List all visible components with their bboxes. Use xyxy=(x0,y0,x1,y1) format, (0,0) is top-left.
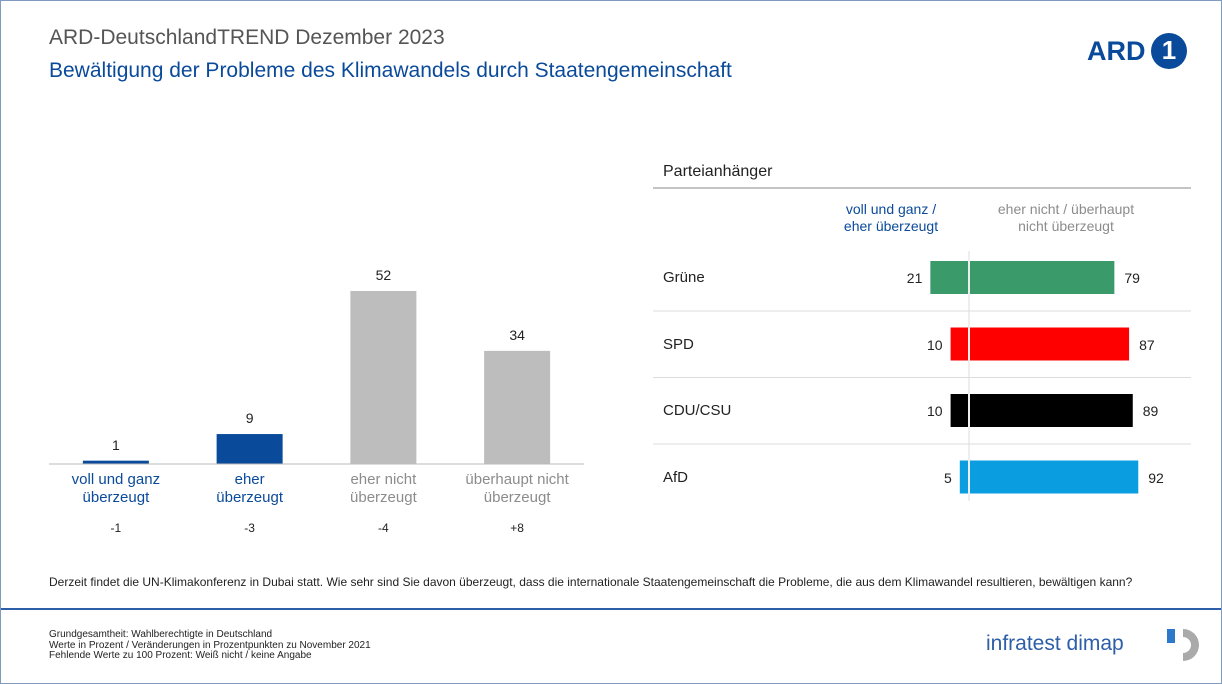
value-label: 10 xyxy=(927,403,943,419)
brand-icon xyxy=(1183,629,1199,661)
bar xyxy=(969,261,1115,294)
title: ARD-DeutschlandTREND Dezember 2023 xyxy=(49,26,445,49)
bar xyxy=(82,460,149,464)
category-label: überhaupt nicht überzeugt xyxy=(465,471,569,506)
value-label: 10 xyxy=(927,336,943,353)
row-label: AfD xyxy=(663,468,689,486)
bar xyxy=(969,327,1130,361)
bar xyxy=(959,460,969,494)
bar xyxy=(216,434,283,464)
bar xyxy=(950,327,969,361)
change-label: +8 xyxy=(510,521,524,535)
value-label: 21 xyxy=(906,270,923,286)
note: Grundgesamtheit: Wahlberechtigte in Deut… xyxy=(49,629,273,640)
logo: ARD xyxy=(1087,36,1146,66)
change-label: -1 xyxy=(110,521,122,535)
value-label: 79 xyxy=(1124,270,1140,286)
note: Werte in Prozent / Veränderungen in Proz… xyxy=(49,639,371,651)
question: Derzeit findet die UN-Klimakonferenz in … xyxy=(49,575,1133,589)
bar xyxy=(930,261,969,294)
logo-number: 1 xyxy=(1161,35,1177,65)
category-label: eher überzeugt xyxy=(216,471,283,506)
brand: infratest dimap xyxy=(986,632,1124,655)
value-label: 1 xyxy=(111,436,120,453)
value-label: 89 xyxy=(1142,403,1159,419)
logo-circle xyxy=(1151,33,1187,69)
row-label: SPD xyxy=(663,335,694,353)
category-label: voll und ganz überzeugt xyxy=(71,471,161,506)
bar xyxy=(350,290,417,464)
column-header: eher nicht / überhaupt nicht überzeugt xyxy=(997,201,1135,234)
subtitle: Bewältigung der Probleme des Klimawandel… xyxy=(49,59,732,82)
column-header: voll und ganz / eher überzeugt xyxy=(843,201,939,234)
value-label: 5 xyxy=(944,469,952,486)
footer-notes: Grundgesamtheit: Wahlberechtigte in Deut… xyxy=(49,629,371,662)
bar xyxy=(969,460,1139,494)
change-label: -4 xyxy=(378,521,389,535)
value-label: 9 xyxy=(245,410,254,427)
row-label: Grüne xyxy=(663,269,705,286)
bar xyxy=(950,394,969,427)
row-label: CDU/CSU xyxy=(663,402,732,419)
chart-title: Parteianhänger xyxy=(663,163,773,180)
change-label: -3 xyxy=(244,521,255,535)
brand-icon-bar xyxy=(1167,629,1175,643)
bar xyxy=(969,394,1133,427)
bar xyxy=(484,350,551,464)
value-label: 92 xyxy=(1148,469,1164,486)
value-label: 52 xyxy=(375,266,392,283)
value-label: 87 xyxy=(1139,336,1155,353)
category-label: eher nicht überzeugt xyxy=(350,471,417,506)
note: Fehlende Werte zu 100 Prozent: Weiß nich… xyxy=(49,650,312,661)
value-label: 34 xyxy=(509,326,525,343)
